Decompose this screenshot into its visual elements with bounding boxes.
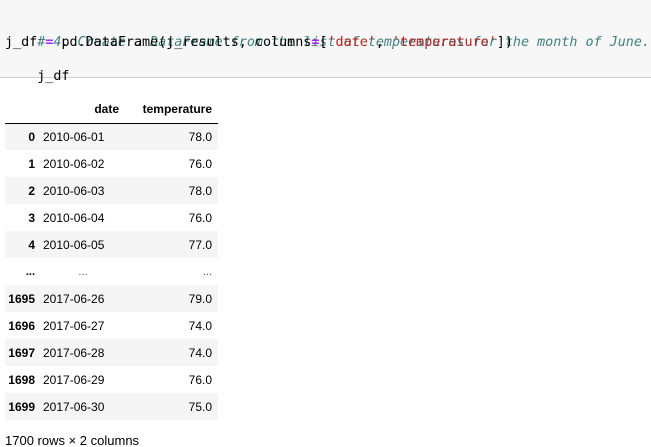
code-bracket-open: [ [319,35,328,50]
code-bracket-close: ]) [496,35,513,50]
row-index: 1696 [8,318,35,333]
table-row: 1699 2017-06-30 75.0 [5,393,218,420]
table-row-ellipsis: ... ... ... [5,258,218,285]
code-call: pd.DataFrame(j_results, columns [61,35,312,50]
temperature-cell: 76.0 [188,156,212,171]
row-index-ellipsis: ... [25,265,35,278]
row-index: 1 [28,156,35,171]
code-variable: j_df [5,35,38,50]
code-string-date: 'date' [327,35,376,50]
date-cell: 2010-06-03 [43,183,105,198]
code-line-assignment: j_df = pd.DataFrame(j_results, columns=[… [5,34,513,51]
dataframe-shape-footer: 1700 rows × 2 columns [5,433,140,447]
table-row: 2 2010-06-03 78.0 [5,177,218,204]
column-header-date: date [43,96,123,124]
table-row: 3 2010-06-04 76.0 [5,204,218,231]
temperature-cell: 74.0 [188,318,212,333]
temperature-cell: 78.0 [188,183,212,198]
row-index: 2 [28,183,35,198]
table-header-row: date temperature [5,96,218,124]
date-cell: 2010-06-01 [43,129,105,144]
code-comment: # 4. Create a DataFrame from the list of… [37,35,650,50]
index-header [5,96,43,124]
table-row: 1697 2017-06-28 74.0 [5,339,218,366]
temperature-cell-ellipsis: ... [202,265,212,278]
code-display-var: j_df [37,69,70,84]
dataframe-table: date temperature 0 2010-06-01 78.0 1 201… [5,96,218,420]
row-index: 1698 [8,372,35,387]
temperature-cell: 77.0 [188,237,212,252]
temperature-cell: 78.0 [188,129,212,144]
row-index: 1699 [8,399,35,414]
temperature-cell: 74.0 [188,345,212,360]
date-cell-ellipsis: ... [78,265,88,278]
table-row: 0 2010-06-01 78.0 [5,123,218,150]
row-index: 4 [28,237,35,252]
date-cell: 2010-06-02 [43,156,105,171]
date-cell: 2017-06-30 [43,399,105,414]
temperature-cell: 76.0 [188,372,212,387]
code-string-temperature: 'temperature' [391,35,497,50]
row-index: 1695 [8,291,35,306]
table-row: 1695 2017-06-26 79.0 [5,285,218,312]
date-cell: 2017-06-28 [43,345,105,360]
code-cell[interactable]: # 4. Create a DataFrame from the list of… [0,0,651,84]
table-row: 1696 2017-06-27 74.0 [5,312,218,339]
code-comma: , [375,35,392,50]
date-cell: 2017-06-29 [43,372,105,387]
temperature-cell: 76.0 [188,210,212,225]
row-index: 1697 [8,345,35,360]
row-index: 0 [28,129,35,144]
code-operator: = [45,35,54,50]
date-cell: 2017-06-26 [43,291,105,306]
code-line-comment: # 4. Create a DataFrame from the list of… [5,17,650,68]
temperature-cell: 75.0 [188,399,212,414]
table-row: 1698 2017-06-29 76.0 [5,366,218,393]
row-index: 3 [28,210,35,225]
code-kwarg-operator: = [311,35,320,50]
table-row: 4 2010-06-05 77.0 [5,231,218,258]
column-header-temperature: temperature [123,96,218,124]
date-cell: 2017-06-27 [43,318,105,333]
date-cell: 2010-06-05 [43,237,105,252]
code-line-display: j_df [5,51,70,102]
table-row: 1 2010-06-02 76.0 [5,150,218,177]
temperature-cell: 79.0 [188,291,212,306]
date-cell: 2010-06-04 [43,210,105,225]
